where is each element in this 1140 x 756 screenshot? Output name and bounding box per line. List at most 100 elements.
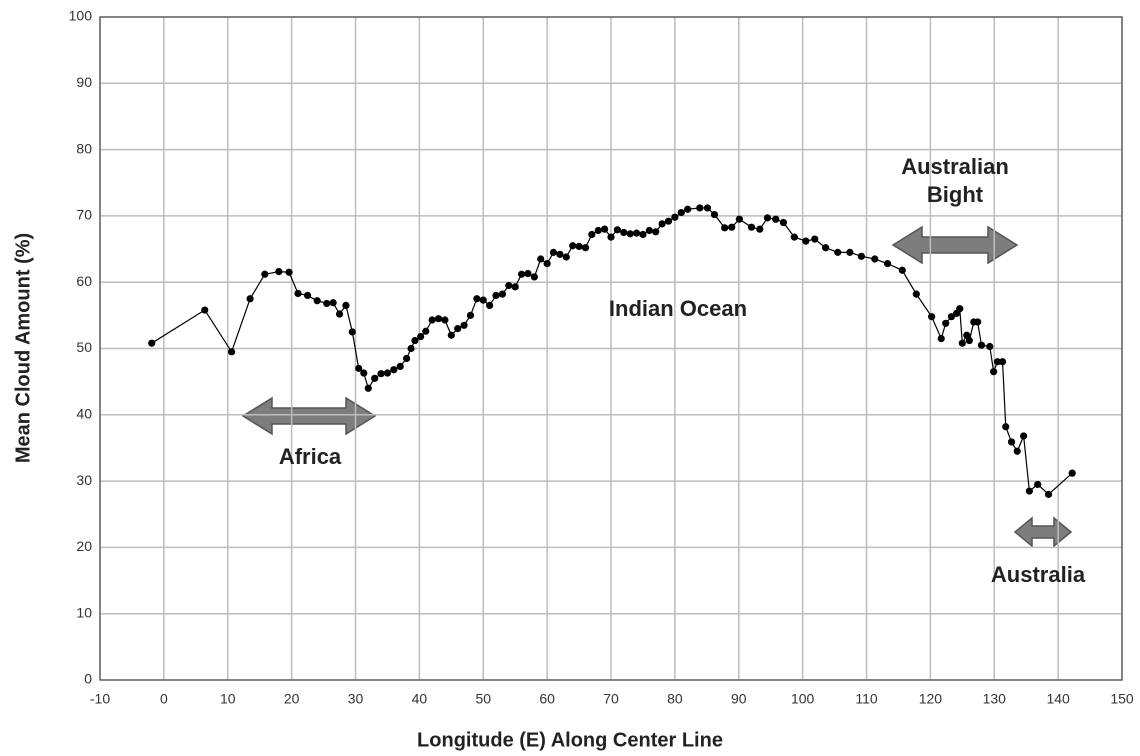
data-point bbox=[703, 204, 712, 212]
data-point bbox=[1020, 432, 1028, 440]
data-point bbox=[581, 244, 590, 252]
data-point bbox=[756, 225, 764, 233]
data-point bbox=[977, 341, 986, 349]
data-point bbox=[335, 310, 344, 318]
data-point bbox=[434, 315, 443, 323]
data-point bbox=[658, 220, 666, 228]
data-point bbox=[562, 253, 570, 261]
data-point bbox=[696, 204, 704, 212]
data-point bbox=[811, 235, 819, 243]
data-point bbox=[364, 384, 372, 392]
data-point bbox=[411, 336, 419, 345]
y-tick-label: 100 bbox=[69, 8, 93, 24]
data-point bbox=[285, 268, 293, 276]
data-point bbox=[355, 364, 363, 372]
data-point bbox=[396, 362, 404, 371]
plot-border bbox=[99, 16, 1123, 681]
data-point bbox=[556, 250, 564, 258]
data-point bbox=[371, 374, 379, 382]
data-point bbox=[348, 328, 356, 336]
data-point bbox=[857, 252, 865, 260]
data-point bbox=[1002, 423, 1010, 431]
x-axis-title: Longitude (E) Along Center Line bbox=[417, 729, 723, 751]
data-point bbox=[473, 295, 481, 303]
data-point bbox=[1007, 438, 1016, 446]
data-point bbox=[447, 331, 455, 339]
data-point bbox=[871, 255, 879, 263]
data-point bbox=[1025, 487, 1033, 495]
data-point bbox=[549, 248, 558, 256]
data-point bbox=[613, 226, 621, 234]
data-point bbox=[601, 225, 609, 233]
data-point bbox=[728, 223, 736, 231]
data-point bbox=[958, 339, 966, 347]
data-point bbox=[974, 318, 982, 326]
data-point bbox=[323, 299, 331, 308]
y-tick-label: 80 bbox=[76, 140, 92, 156]
data-point bbox=[898, 266, 906, 274]
y-tick-label: 50 bbox=[76, 339, 92, 355]
data-point bbox=[1068, 469, 1076, 477]
data-point bbox=[428, 316, 436, 324]
x-tick-label: 20 bbox=[284, 691, 300, 707]
data-point bbox=[511, 283, 519, 291]
y-tick-label: 90 bbox=[76, 74, 92, 90]
data-point bbox=[942, 319, 950, 327]
data-point bbox=[294, 289, 302, 298]
data-point bbox=[407, 344, 415, 353]
data-point bbox=[772, 215, 780, 223]
data-point bbox=[779, 218, 788, 227]
data-point bbox=[1034, 480, 1042, 489]
data-point bbox=[543, 260, 551, 268]
data-point bbox=[303, 291, 312, 300]
data-point bbox=[607, 233, 615, 241]
data-point bbox=[747, 223, 756, 231]
x-tick-label: 140 bbox=[1046, 691, 1070, 707]
x-tick-label: 110 bbox=[855, 691, 878, 707]
data-point bbox=[1013, 447, 1021, 455]
annotation: Bight bbox=[927, 182, 984, 207]
data-point bbox=[377, 370, 385, 378]
annotation: Africa bbox=[279, 444, 342, 469]
data-point bbox=[261, 270, 269, 278]
data-point bbox=[802, 237, 810, 245]
data-point bbox=[990, 368, 998, 376]
x-tick-label: 80 bbox=[667, 691, 683, 707]
x-tick-label: 10 bbox=[220, 691, 236, 707]
data-point bbox=[986, 342, 994, 351]
y-tick-label: 40 bbox=[76, 406, 92, 422]
data-point bbox=[360, 369, 368, 377]
annotation: Australia bbox=[991, 562, 1086, 587]
data-point bbox=[993, 358, 1002, 366]
data-point bbox=[537, 255, 545, 263]
data-point bbox=[965, 336, 973, 345]
data-point bbox=[846, 248, 854, 256]
x-tick-label: 70 bbox=[603, 691, 619, 707]
data-point bbox=[492, 291, 500, 300]
data-point bbox=[735, 215, 743, 223]
data-point bbox=[937, 334, 945, 343]
y-axis-title: Mean Cloud Amount (%) bbox=[12, 233, 34, 463]
arrow bbox=[241, 396, 377, 436]
data-point bbox=[390, 366, 398, 374]
data-point bbox=[441, 316, 449, 324]
arrow bbox=[891, 225, 1019, 265]
data-point bbox=[498, 290, 507, 298]
data-point bbox=[246, 295, 254, 303]
x-tick-label: 150 bbox=[1110, 691, 1134, 707]
data-point bbox=[148, 339, 156, 347]
annotation-arrows bbox=[241, 225, 1073, 548]
data-point bbox=[822, 244, 830, 252]
data-point bbox=[313, 297, 321, 305]
data-point bbox=[956, 305, 964, 313]
arrow bbox=[1013, 516, 1073, 548]
y-tick-label: 70 bbox=[76, 207, 92, 223]
x-tick-label: 30 bbox=[348, 691, 364, 707]
data-point bbox=[912, 290, 920, 298]
data-point bbox=[517, 270, 526, 278]
data-point bbox=[1044, 490, 1053, 498]
x-tick-label: 130 bbox=[983, 691, 1007, 707]
data-point bbox=[460, 321, 468, 329]
y-tick-label: 10 bbox=[76, 604, 92, 620]
data-point bbox=[639, 230, 647, 239]
